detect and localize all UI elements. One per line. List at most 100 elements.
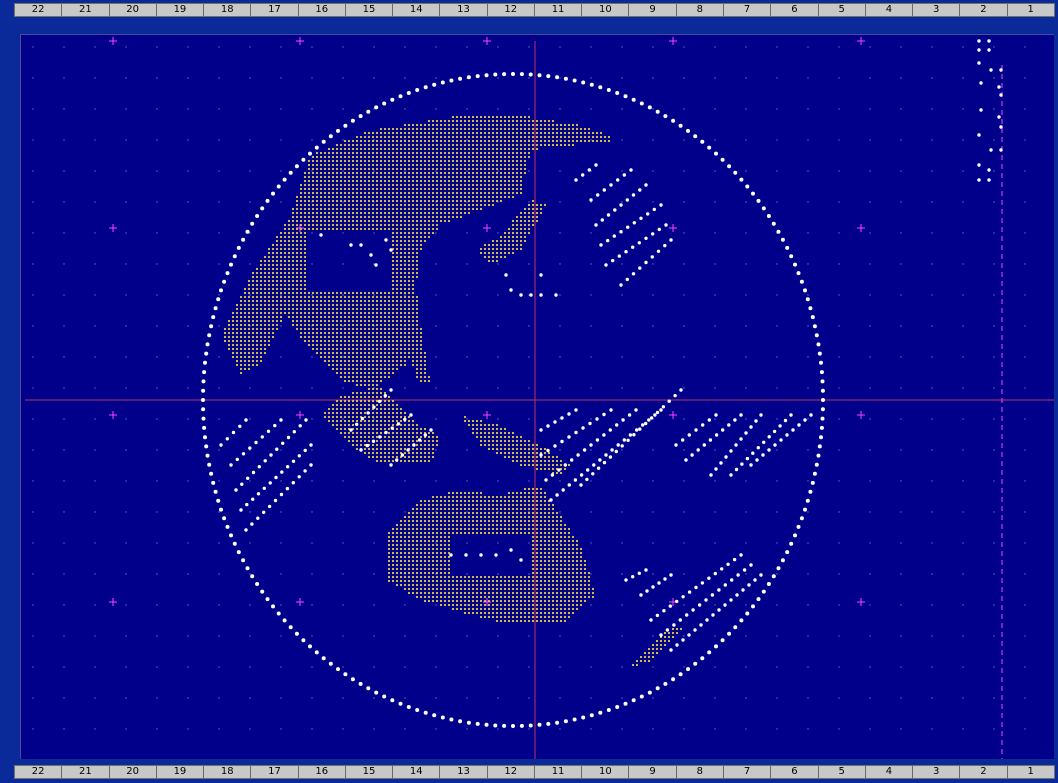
land-dot [447,507,451,511]
land-dot [519,579,523,583]
land-dot [583,135,587,139]
land-dot [523,507,527,511]
grid-dot [63,325,65,327]
grid-dot [776,201,778,203]
land-dot [423,179,427,183]
land-dot [411,127,415,131]
land-dot [263,275,267,279]
land-dot [511,147,515,151]
land-dot [491,435,495,439]
land-dot [527,131,531,135]
land-dot [515,135,519,139]
grid-dot [94,418,96,420]
land-dot [499,495,503,499]
grid-dot [156,46,158,48]
land-dot [279,291,283,295]
land-dot [503,151,507,155]
land-dot [427,215,431,219]
grid-dot [807,232,809,234]
land-dot [463,155,467,159]
globe-pattern-canvas[interactable] [21,35,1054,759]
land-dot [255,267,259,271]
land-dot [531,551,535,555]
land-dot [323,319,327,323]
land-dot [383,363,387,367]
grid-dot [962,542,964,544]
land-dot [495,579,499,583]
land-dot [491,151,495,155]
grid-dot [900,511,902,513]
land-dot [339,431,343,435]
land-dot [491,143,495,147]
ruler-column-label: 7 [724,4,772,16]
land-dot [555,587,559,591]
land-dot [499,247,503,251]
land-dot [259,307,263,311]
grid-dot [218,449,220,451]
land-dot [387,179,391,183]
land-dot [335,155,339,159]
land-dot [451,123,455,127]
land-dot [335,331,339,335]
land-dot [391,131,395,135]
land-dot [411,147,415,151]
land-dot [439,171,443,175]
land-dot [539,207,543,211]
grid-dot [156,108,158,110]
grid-dot [807,387,809,389]
land-dot [483,511,487,515]
land-dot [403,575,407,579]
land-dot [415,355,419,359]
land-dot [387,311,391,315]
land-dot [387,147,391,151]
grid-dot [745,480,747,482]
land-dot [423,579,427,583]
grid-dot [745,387,747,389]
land-dot [439,535,443,539]
land-dot [511,251,515,255]
land-dot [415,375,419,379]
land-dot [411,511,415,515]
land-dot [519,243,523,247]
grid-dot [218,139,220,141]
grid-dot [311,232,313,234]
land-dot [367,355,371,359]
land-dot [303,307,307,311]
grid-dot [63,666,65,668]
land-dot [315,179,319,183]
land-dot [371,363,375,367]
land-dot [323,203,327,207]
land-dot [415,183,419,187]
land-dot [451,499,455,503]
land-dot [463,163,467,167]
land-dot [519,215,523,219]
land-dot [371,227,375,231]
land-dot [527,147,531,151]
pixel-canvas-area[interactable] [20,34,1054,759]
land-dot [343,367,347,371]
land-dot [335,143,339,147]
land-dot [451,187,455,191]
land-dot [407,259,411,263]
land-dot [435,503,439,507]
land-dot [403,123,407,127]
land-dot [291,239,295,243]
land-dot [335,355,339,359]
land-dot [527,119,531,123]
land-dot [507,183,511,187]
land-dot [343,339,347,343]
land-dot [475,515,479,519]
land-dot [407,311,411,315]
land-dot [403,555,407,559]
land-dot [535,515,539,519]
land-dot [275,243,279,247]
land-dot [311,331,315,335]
land-dot [331,299,335,303]
land-dot [343,431,347,435]
land-dot [527,507,531,511]
land-dot [407,431,411,435]
grid-dot [94,697,96,699]
grid-dot [962,170,964,172]
land-dot [427,543,431,547]
land-dot [387,155,391,159]
